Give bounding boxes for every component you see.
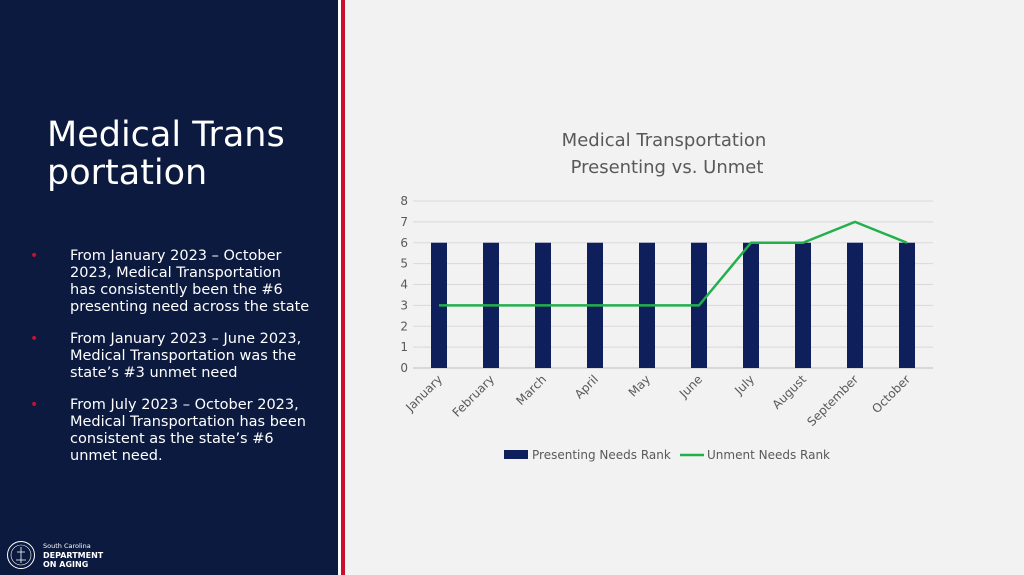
legend-label: Unment Needs Rank [707,448,830,462]
bullet-item: • From January 2023 – October 2023, Medic… [30,248,310,316]
chart-legend: Presenting Needs Rank Unment Needs Rank [504,448,830,462]
logo-state-text: South Carolina [43,542,91,550]
x-tick-label: September [804,372,861,429]
divider-red [341,0,345,575]
x-tick-label: March [513,372,549,408]
x-tick-label: August [770,372,810,412]
y-tick-label: 3 [400,298,408,312]
y-tick-label: 1 [400,340,408,354]
bar [743,242,759,368]
x-axis: January February March April May June July Augu… [402,372,913,429]
x-tick-label: January [402,372,445,415]
left-panel: Medical Transportation • From January 202… [0,0,338,575]
y-tick-label: 7 [400,215,408,229]
bullet-marker: • [30,248,39,264]
bullet-item: • From January 2023 – June 2023, Medical … [30,331,310,382]
y-tick-label: 8 [400,194,408,208]
bullet-item: • From July 2023 – October 2023, Medical … [30,397,310,465]
y-tick-label: 0 [400,361,408,375]
x-tick-label: October [869,372,913,416]
state-seal-icon [7,541,35,569]
slide-title: Medical Transportation [47,115,285,193]
bullet-text: From July 2023 – October 2023, Medical T… [70,397,306,464]
chart-panel: Medical Transportation Presenting vs. Un… [345,0,1024,575]
x-tick-label: April [572,372,601,401]
chart-gridlines [413,200,933,369]
y-tick-label: 4 [400,278,408,292]
x-tick-label: February [450,372,498,420]
y-tick-label: 6 [400,236,408,250]
bullet-text: From January 2023 – June 2023, Medical T… [70,331,302,381]
bullet-marker: • [30,331,39,347]
bar [795,242,811,368]
logo-line-department: DEPARTMENT [43,551,104,560]
line-series [439,220,908,307]
divider-white [338,0,341,575]
x-tick-label: July [731,372,757,398]
chart-subtitle: Presenting vs. Unmet [571,157,764,178]
unmet-line [439,220,908,307]
logo-line-on-aging: ON AGING [43,560,89,569]
department-logo: South Carolina DEPARTMENT ON AGING [6,540,116,570]
bullet-list: • From January 2023 – October 2023, Medic… [30,248,310,480]
bullet-marker: • [30,397,39,413]
bullet-text: From January 2023 – October 2023, Medica… [70,248,310,315]
x-tick-label: June [676,372,705,401]
y-tick-label: 5 [400,257,408,271]
bar [847,242,863,368]
chart-title: Medical Transportation [562,130,767,151]
y-axis: 0 1 2 3 4 5 6 7 8 [400,194,408,375]
combo-chart: Medical Transportation Presenting vs. Un… [400,130,933,462]
legend-label: Presenting Needs Rank [532,448,671,462]
logo-department-text: DEPARTMENT ON AGING [43,551,103,569]
bar [899,242,915,368]
x-tick-label: May [626,372,653,399]
y-tick-label: 2 [400,319,408,333]
legend-bar-swatch [504,450,528,459]
